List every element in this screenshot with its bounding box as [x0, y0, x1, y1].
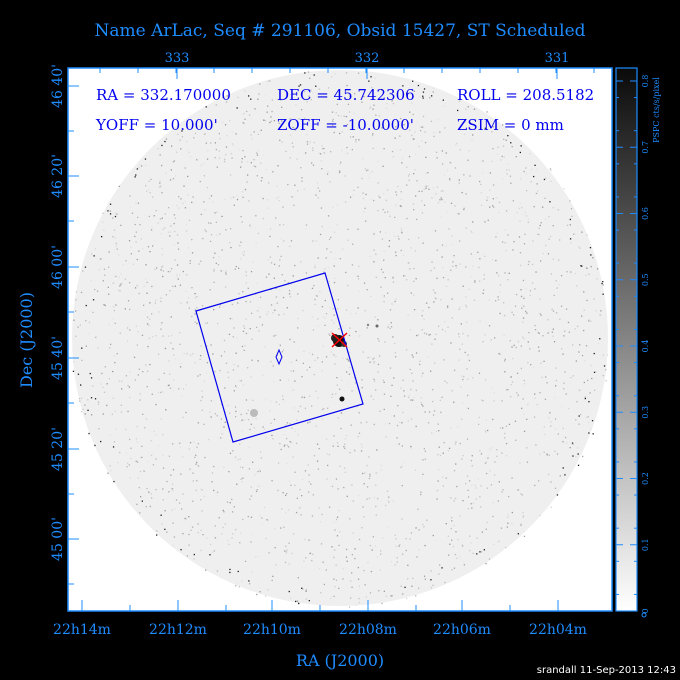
- footer-stamp: srandall 11-Sep-2013 12:43: [537, 665, 676, 676]
- x-tick-label: 22h12m: [149, 622, 207, 638]
- colorbar-tick-label: 0.5: [641, 273, 650, 286]
- point-source: [339, 396, 345, 402]
- y-tick-label: 45 00': [50, 517, 66, 561]
- x-tick-label: 22h06m: [433, 622, 491, 638]
- background-noise: [72, 71, 609, 608]
- x-axis-title: RA (J2000): [296, 651, 384, 670]
- aimpoint-diamond: [275, 348, 283, 366]
- zsim-annotation: ZSIM = 0 mm: [457, 116, 564, 134]
- x-tick-label: 22h14m: [53, 622, 111, 638]
- dec-annotation: DEC = 45.742306: [277, 86, 415, 104]
- colorbar-tick-label: 0.3: [641, 406, 650, 419]
- colorbar-tick-label: 0: [641, 608, 650, 613]
- plot-title: Name ArLac, Seq # 291106, Obsid 15427, S…: [94, 21, 585, 41]
- faint-source: [250, 409, 258, 417]
- top-tick-label: 332: [355, 51, 380, 66]
- ra-annotation: RA = 332.170000: [96, 86, 231, 104]
- colorbar-tick-label: 0.4: [641, 340, 650, 353]
- pointing-annotations: RA = 332.170000 DEC = 45.742306 ROLL = 2…: [95, 86, 594, 134]
- yoff-annotation: YOFF = 10.000': [95, 116, 218, 134]
- x-tick-label: 22h08m: [339, 622, 397, 638]
- detector-field-box: [195, 272, 364, 443]
- top-tick-label: 331: [545, 51, 570, 66]
- colorbar-tick-label: 0.1: [641, 538, 650, 551]
- x-tick-label: 22h10m: [243, 622, 301, 638]
- colorbar-tick-label: 0.2: [641, 472, 650, 485]
- y-tick-label: 46 20': [50, 154, 66, 198]
- y-tick-label: 45 40': [50, 336, 66, 380]
- colorbar-marker: [641, 612, 647, 618]
- y-tick-label: 45 20': [50, 427, 66, 471]
- colorbar-tick-label: 0.7: [641, 141, 650, 154]
- sky-image: [72, 70, 609, 608]
- target-marker: [331, 332, 348, 348]
- roll-annotation: ROLL = 208.5182: [457, 86, 594, 104]
- y-tick-label: 46 40': [50, 64, 66, 108]
- colorbar-tick-label: 0.6: [641, 207, 650, 220]
- zoff-annotation: ZOFF = -10.0000': [277, 116, 414, 134]
- colorbar-tick-label: 0.8: [641, 75, 650, 88]
- x-tick-label: 22h04m: [529, 622, 587, 638]
- colorbar: [615, 67, 638, 612]
- colorbar-label: PSPC cts/s/pixel: [652, 77, 661, 143]
- y-axis-title: Dec (J2000): [17, 292, 36, 388]
- y-tick-label: 46 00': [50, 245, 66, 289]
- top-tick-label: 333: [165, 51, 190, 66]
